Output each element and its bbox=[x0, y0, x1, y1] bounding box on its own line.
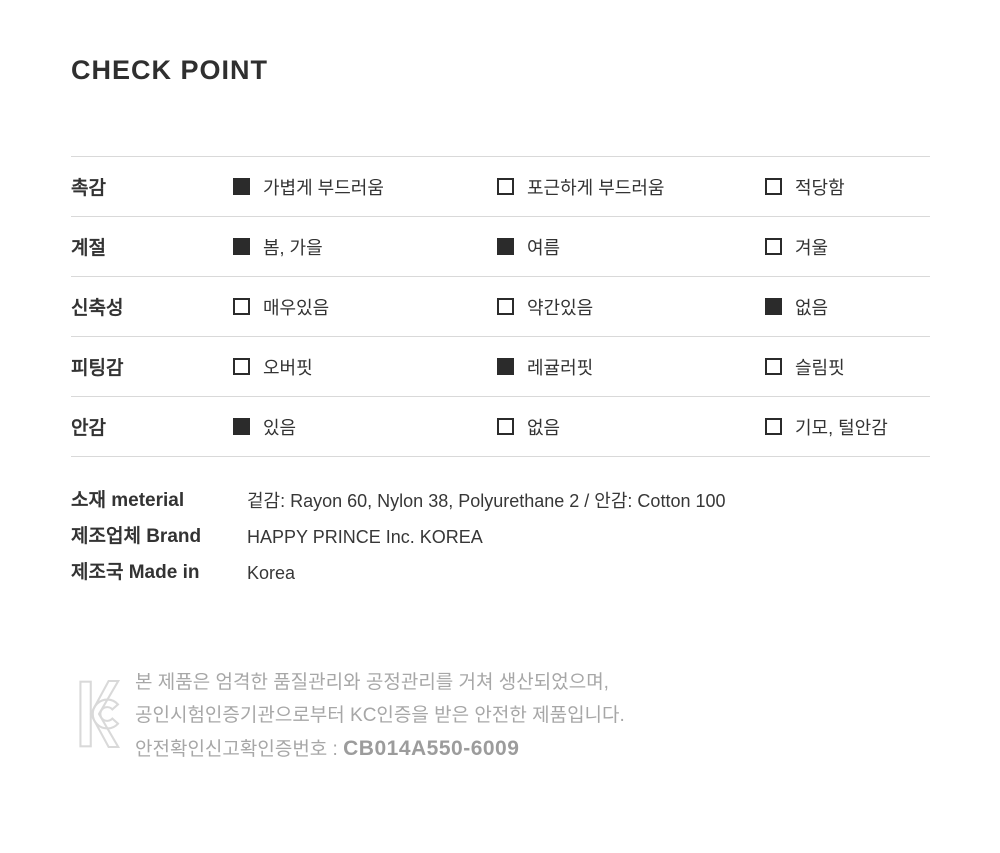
option-item: 있음 bbox=[233, 414, 497, 440]
certification-line: 본 제품은 엄격한 품질관리와 공정관리를 거쳐 생산되었으며, bbox=[135, 672, 609, 693]
option-label: 가볍게 부드러움 bbox=[263, 177, 384, 198]
certification-number: CB014A550-6009 bbox=[343, 737, 520, 760]
table-row-touch: 촉감 가볍게 부드러움 포근하게 부드러움 적당함 bbox=[71, 157, 930, 217]
option-label: 매우있음 bbox=[263, 297, 330, 318]
checkbox-icon bbox=[497, 178, 514, 195]
info-value: Korea bbox=[247, 563, 296, 583]
kc-certification-block: 본 제품은 엄격한 품질관리와 공정관리를 거쳐 생산되었으며, 공인시험인증기… bbox=[71, 666, 930, 766]
option-label: 슬림핏 bbox=[795, 357, 845, 378]
option-label: 봄, 가을 bbox=[263, 237, 323, 258]
option-item: 봄, 가을 bbox=[233, 234, 497, 260]
checkbox-icon bbox=[765, 358, 782, 375]
row-label: 계절 bbox=[71, 238, 106, 259]
row-label: 피팅감 bbox=[71, 358, 124, 379]
checkbox-icon bbox=[233, 298, 250, 315]
option-item: 겨울 bbox=[765, 234, 930, 260]
checkbox-icon bbox=[765, 298, 782, 315]
checkbox-icon bbox=[233, 178, 250, 195]
checkbox-icon bbox=[765, 418, 782, 435]
row-label: 신축성 bbox=[71, 298, 124, 319]
info-value: HAPPY PRINCE Inc. KOREA bbox=[247, 527, 483, 547]
product-spec-section: CHECK POINT 촉감 가볍게 부드러움 포근하게 부드러움 적당함 계절… bbox=[71, 55, 930, 766]
table-row-elasticity: 신축성 매우있음 약간있음 없음 bbox=[71, 277, 930, 337]
kc-mark-icon bbox=[79, 679, 121, 749]
option-label: 기모, 털안감 bbox=[795, 417, 888, 438]
option-label: 없음 bbox=[795, 297, 829, 318]
option-label: 없음 bbox=[527, 417, 561, 438]
info-label: 소재 meterial bbox=[71, 490, 185, 511]
option-item: 슬림핏 bbox=[765, 354, 930, 380]
option-label: 오버핏 bbox=[263, 357, 313, 378]
product-info-list: 소재 meterial 겉감: Rayon 60, Nylon 38, Poly… bbox=[71, 483, 930, 591]
certification-number-label: 안전확인신고확인증번호 : bbox=[135, 739, 344, 760]
table-row-season: 계절 봄, 가을 여름 겨울 bbox=[71, 217, 930, 277]
option-item: 포근하게 부드러움 bbox=[497, 174, 765, 200]
checkbox-icon bbox=[497, 298, 514, 315]
info-row-made-in: 제조국 Made in Korea bbox=[71, 555, 930, 591]
option-item: 약간있음 bbox=[497, 294, 765, 320]
option-item: 가볍게 부드러움 bbox=[233, 174, 497, 200]
info-value: 겉감: Rayon 60, Nylon 38, Polyurethane 2 /… bbox=[247, 491, 726, 511]
checkbox-icon bbox=[765, 238, 782, 255]
option-item: 매우있음 bbox=[233, 294, 497, 320]
option-item: 여름 bbox=[497, 234, 765, 260]
option-item: 적당함 bbox=[765, 174, 930, 200]
checkbox-icon bbox=[765, 178, 782, 195]
option-item: 레귤러핏 bbox=[497, 354, 765, 380]
checkbox-icon bbox=[233, 358, 250, 375]
checkbox-icon bbox=[497, 238, 514, 255]
info-row-material: 소재 meterial 겉감: Rayon 60, Nylon 38, Poly… bbox=[71, 483, 930, 519]
table-row-fit: 피팅감 오버핏 레귤러핏 슬림핏 bbox=[71, 337, 930, 397]
option-label: 포근하게 부드러움 bbox=[527, 177, 665, 198]
option-label: 있음 bbox=[263, 417, 297, 438]
certification-number-line: 안전확인신고확인증번호 : CB014A550-6009 bbox=[135, 732, 625, 766]
certification-text: 본 제품은 엄격한 품질관리와 공정관리를 거쳐 생산되었으며, 공인시험인증기… bbox=[135, 666, 625, 766]
option-label: 레귤러핏 bbox=[527, 357, 594, 378]
option-label: 약간있음 bbox=[527, 297, 594, 318]
row-label: 안감 bbox=[71, 418, 106, 439]
option-label: 적당함 bbox=[795, 177, 845, 198]
info-label: 제조국 Made in bbox=[71, 562, 200, 583]
option-item: 없음 bbox=[765, 294, 930, 320]
checkbox-icon bbox=[233, 418, 250, 435]
info-label: 제조업체 Brand bbox=[71, 526, 202, 547]
option-label: 여름 bbox=[527, 237, 561, 258]
row-label: 촉감 bbox=[71, 178, 106, 199]
table-row-lining: 안감 있음 없음 기모, 털안감 bbox=[71, 397, 930, 457]
certification-line: 공인시험인증기관으로부터 KC인증을 받은 안전한 제품입니다. bbox=[135, 705, 625, 726]
checkbox-icon bbox=[233, 238, 250, 255]
option-item: 없음 bbox=[497, 414, 765, 440]
check-point-table: 촉감 가볍게 부드러움 포근하게 부드러움 적당함 계절 봄, 가을 bbox=[71, 156, 930, 457]
option-item: 오버핏 bbox=[233, 354, 497, 380]
option-item: 기모, 털안감 bbox=[765, 414, 930, 440]
info-row-brand: 제조업체 Brand HAPPY PRINCE Inc. KOREA bbox=[71, 519, 930, 555]
option-label: 겨울 bbox=[795, 237, 829, 258]
checkbox-icon bbox=[497, 418, 514, 435]
page-title: CHECK POINT bbox=[71, 55, 269, 85]
checkbox-icon bbox=[497, 358, 514, 375]
